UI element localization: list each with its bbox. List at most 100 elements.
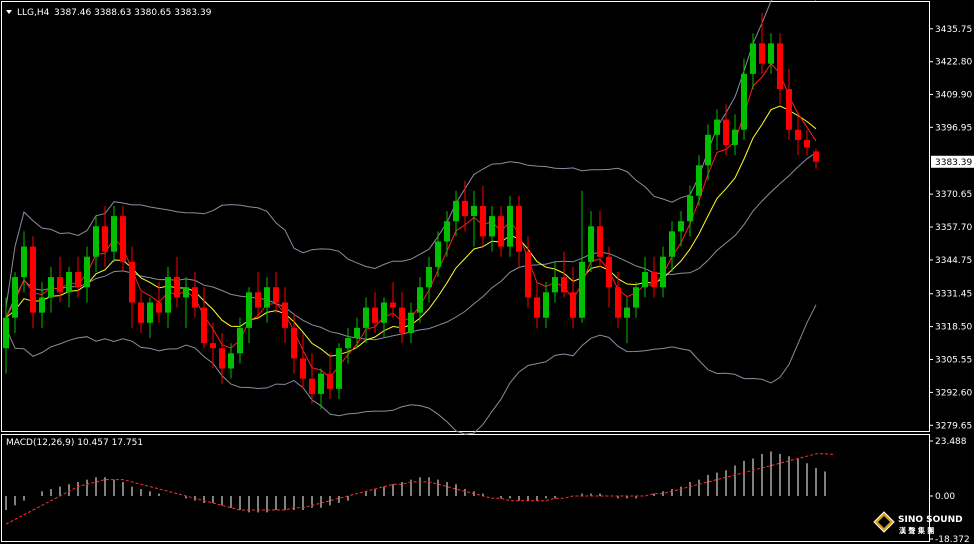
candle[interactable] [624,297,630,344]
candle[interactable] [804,129,810,156]
candle[interactable] [732,114,738,156]
candle[interactable] [21,231,27,293]
candle[interactable] [696,155,702,206]
candle[interactable] [480,185,486,247]
candle[interactable] [777,33,783,105]
candle[interactable] [66,266,72,308]
candle[interactable] [219,332,225,384]
candle[interactable] [39,282,45,328]
candle[interactable] [642,256,648,298]
candle[interactable] [264,277,270,323]
candle[interactable] [705,124,711,181]
candle[interactable] [381,297,387,339]
candle[interactable] [93,216,99,272]
candle[interactable] [147,297,153,339]
candle[interactable] [471,190,477,247]
candle[interactable] [327,353,333,400]
collapse-triangle-icon[interactable] [6,10,12,14]
macd-axis: 23.488 0.00 -18.372 [929,437,970,544]
candle[interactable] [453,190,459,237]
candle[interactable] [759,12,765,74]
candle[interactable] [30,236,36,328]
candle[interactable] [426,256,432,303]
candle[interactable] [354,317,360,349]
candle[interactable] [183,277,189,328]
candle[interactable] [588,211,594,272]
candle[interactable] [318,368,324,410]
candle[interactable] [165,266,171,328]
candle[interactable] [633,282,639,318]
candle[interactable] [246,287,252,344]
candle[interactable] [84,246,90,303]
candle[interactable] [192,271,198,318]
candle[interactable] [489,205,495,252]
candle[interactable] [372,292,378,333]
last-price-label: 3383.39 [935,158,972,168]
candle[interactable] [570,266,576,328]
candle[interactable] [741,58,747,140]
candle[interactable] [723,104,729,156]
candle[interactable] [651,256,657,298]
candle[interactable] [750,33,756,90]
candle[interactable] [579,190,585,323]
candle[interactable] [291,312,297,374]
candle[interactable] [714,109,720,151]
candle[interactable] [201,287,207,349]
candle[interactable] [237,317,243,364]
candle[interactable] [525,236,531,308]
candle[interactable] [813,148,819,169]
candle[interactable] [552,261,558,303]
candle[interactable] [678,211,684,247]
candle[interactable] [336,343,342,400]
macd-tick-label: 0.00 [935,492,955,502]
candle[interactable] [120,205,126,272]
candle[interactable] [363,297,369,344]
candle[interactable] [615,271,621,328]
candle[interactable] [390,282,396,318]
candle[interactable] [273,271,279,313]
candle[interactable] [687,185,693,237]
candle[interactable] [408,302,414,344]
candle[interactable] [516,195,522,267]
candle[interactable] [3,297,9,374]
candle[interactable] [606,246,612,308]
candle[interactable] [435,231,441,278]
candle[interactable] [111,205,117,262]
candle[interactable] [786,68,792,140]
candle[interactable] [228,343,234,379]
candle[interactable] [12,271,18,333]
candle[interactable] [138,292,144,333]
candle[interactable] [210,322,216,369]
candle[interactable] [57,256,63,303]
candle[interactable] [507,195,513,257]
candle[interactable] [48,266,54,313]
candle[interactable] [561,251,567,298]
candle[interactable] [597,211,603,267]
candle[interactable] [669,221,675,272]
candle[interactable] [768,33,774,74]
candle[interactable] [444,211,450,257]
candle[interactable] [102,205,108,267]
candle[interactable] [174,256,180,308]
candle[interactable] [75,256,81,298]
candle[interactable] [417,277,423,323]
price-tick-label: 3279.65 [935,421,972,431]
candle[interactable] [399,292,405,344]
candle[interactable] [282,287,288,344]
candle[interactable] [498,205,504,257]
price-tick-label: 3344.75 [935,256,972,266]
candle[interactable] [543,282,549,328]
candle[interactable] [255,271,261,318]
candle[interactable] [129,246,135,328]
candle[interactable] [345,327,351,364]
macd-layer [5,451,835,525]
candle[interactable] [462,180,468,232]
candle[interactable] [795,114,801,156]
candle[interactable] [534,282,540,328]
candle[interactable] [660,246,666,298]
candle[interactable] [309,353,315,405]
candle[interactable] [156,282,162,323]
candle[interactable] [300,332,306,389]
macd-tick-label: -18.372 [935,535,970,544]
